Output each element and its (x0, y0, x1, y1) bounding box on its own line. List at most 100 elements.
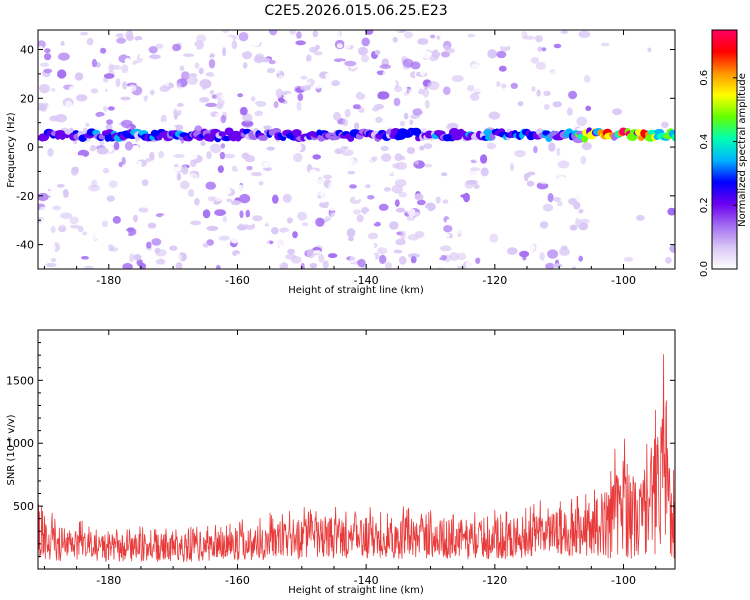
spectrogram-cell (49, 242, 56, 253)
spectrogram-cell (127, 168, 132, 177)
spectrogram-cell (473, 84, 483, 93)
colorbar-tick-label: 0.2 (699, 197, 710, 213)
spectrogram-cell (52, 205, 61, 211)
snr-ticks: -180 -160 -140 -120 -100 500 1000 1500 (6, 329, 675, 587)
spectrogram-cell (406, 216, 415, 221)
spectrogram-cell (193, 85, 205, 94)
spectrogram-cell (318, 197, 327, 203)
snr-x-tick-label: -160 (225, 574, 250, 587)
spectrogram-cell (139, 54, 145, 59)
spectrogram-cell (564, 55, 576, 63)
spectrogram-cell (202, 30, 212, 35)
spectrogram-cell (133, 95, 140, 105)
spectrogram-cell (310, 263, 317, 269)
spectrogram-cell (237, 93, 244, 98)
spectrogram-cell (202, 209, 211, 219)
spectrogram-cell (600, 42, 610, 47)
spectrogram-cell (227, 78, 236, 87)
spectrogram-cell (296, 101, 302, 111)
spectrogram-cell (339, 232, 348, 241)
spectrogram-cell (365, 184, 371, 189)
spectrogram-cell (388, 195, 400, 200)
spectrogram-cell (437, 265, 450, 269)
spectrogram-cell (318, 178, 324, 186)
spectrogram-cell (384, 138, 393, 148)
spectrogram-cell (176, 172, 182, 181)
spectrogram-cell (327, 88, 338, 97)
spectrogram-cell (421, 108, 432, 113)
spectrogram-cell (136, 124, 144, 130)
spectrogram-cell (349, 189, 361, 193)
spectrogram-cell (263, 125, 272, 130)
spectrogram-cell (300, 262, 305, 269)
spectrogram-cell (361, 37, 370, 47)
spectrogram-cell (374, 104, 384, 110)
spectrogram-x-tick-label: -160 (225, 274, 250, 287)
snr-x-tick-label: -180 (96, 574, 121, 587)
spectrogram-cell (394, 85, 403, 93)
spectrogram-cell (74, 72, 84, 81)
spectrogram-cell (283, 208, 290, 218)
spectrogram-cell (223, 36, 234, 45)
spectrogram-cell (432, 191, 442, 198)
spectrogram-cell (266, 113, 278, 118)
spectrogram-cell (435, 195, 441, 204)
spectrogram-cell (501, 83, 507, 89)
spectrogram-cell (235, 162, 245, 172)
spectrogram-cell (473, 184, 480, 189)
spectrogram-cell (264, 255, 272, 264)
spectrogram-x-tick-label: -180 (96, 274, 121, 287)
spectrogram-cell (165, 167, 176, 175)
spectrogram-cell (296, 31, 302, 39)
spectrogram-cell (541, 74, 548, 82)
spectrogram-cell (535, 35, 543, 43)
spectrogram-cell (70, 166, 79, 176)
spectrogram-y-axis-label: Frequency (Hz) (6, 112, 17, 188)
spectrogram-cell (579, 218, 590, 224)
spectrogram-cell (350, 54, 359, 63)
spectrogram-cell (628, 30, 638, 37)
spectrogram-cell (82, 231, 88, 236)
spectrogram-cell (279, 139, 290, 147)
spectrogram-cell (431, 249, 442, 259)
spectrogram-cell (121, 119, 133, 129)
spectrogram-cell (585, 105, 592, 112)
spectrogram-cell (44, 48, 51, 54)
spectrogram-cell (344, 108, 351, 118)
spectrogram-cell (338, 261, 345, 265)
spectrogram-cell (360, 86, 371, 95)
spectrogram-cell (153, 124, 160, 130)
spectrogram-cell (251, 171, 263, 177)
spectrogram-cell (393, 97, 401, 107)
spectrogram-cell (240, 106, 248, 116)
snr-y-tick-label: 1000 (6, 437, 34, 450)
spectrogram-cell (518, 231, 523, 241)
spectrogram-cell (216, 264, 221, 269)
spectrogram-cell (302, 222, 309, 227)
spectrogram-cell (134, 242, 144, 252)
spectrogram-cell (244, 235, 250, 242)
snr-x-axis-label: Height of straight line (km) (288, 585, 424, 596)
spectrogram-cell (119, 251, 129, 256)
spectrogram-cell (386, 35, 393, 44)
spectrogram-cell (83, 245, 95, 256)
spectrogram-cell (293, 153, 303, 163)
spectrogram-cell (268, 60, 276, 65)
spectrogram-cell (85, 196, 93, 205)
spectrogram-cell (344, 60, 357, 67)
spectrogram-cell (221, 30, 229, 34)
spectrogram-cell (593, 219, 602, 224)
spectrogram-cell (504, 145, 514, 152)
spectrogram-cell (202, 157, 207, 164)
spectrogram-cell (145, 158, 152, 163)
spectrogram-cell (118, 161, 123, 168)
spectrogram-cell (403, 31, 414, 39)
spectrogram-cell (514, 150, 526, 158)
spectrogram-cell (58, 224, 67, 232)
spectrogram-cell (496, 81, 501, 87)
spectrogram-cell (410, 256, 417, 264)
spectrogram-cell (669, 244, 675, 253)
spectrogram-cell (455, 242, 463, 251)
spectrogram-cell (436, 35, 441, 40)
spectrogram-cell (91, 96, 96, 104)
